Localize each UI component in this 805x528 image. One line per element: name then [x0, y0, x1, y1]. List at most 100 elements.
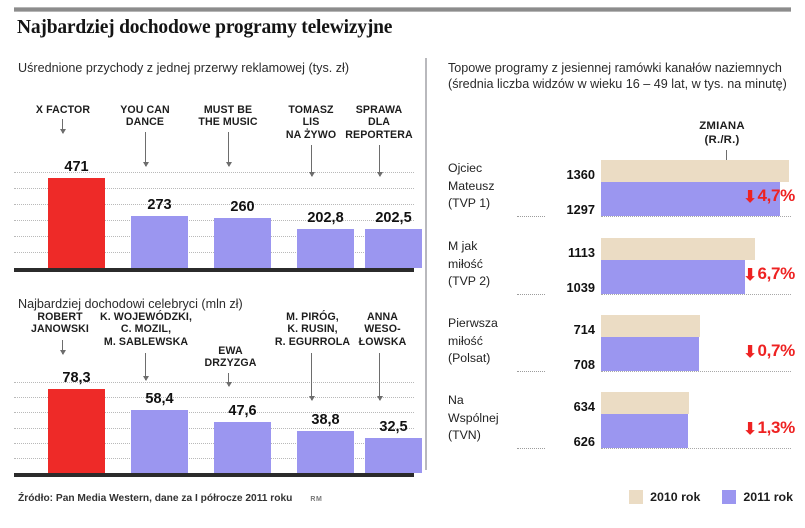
change-percent: 0,7%	[757, 341, 795, 360]
legend: 2010 rok 2011 rok	[629, 490, 793, 504]
chart-ad-break-revenue: 471 273 260 202,8 202,5	[14, 159, 422, 272]
program-name-line: Ojciec	[448, 161, 483, 175]
program-name-line: Mateusz	[448, 178, 495, 193]
bar-label-line: K. WOJEWÓDZKI,	[99, 311, 193, 323]
program-name-line: M jak	[448, 239, 478, 253]
name-value-connector	[517, 216, 545, 217]
bar-label-revenue-3: TOMASZ LIS NA ŻYWO	[256, 104, 366, 141]
bar-label-celebrity-4: ANNA WESO- ŁOWSKA	[330, 311, 435, 348]
bar-label-line: NA ŻYWO	[285, 128, 337, 141]
tv-program-row: Na Wspólnej (TVN) 634 626 ⬇1,3%	[425, 392, 805, 470]
bar-value-celebrity-1: 58,4	[145, 391, 174, 407]
chart1-subtitle: Uśrednione przychody z jednej przerwy re…	[18, 61, 350, 75]
bar-label-line: JANOWSKI	[31, 323, 89, 336]
chart2-subtitle: Najbardziej dochodowi celebryci (mln zł)	[18, 297, 243, 311]
tv-program-row: Pierwsza miłość (Polsat) 714 708 ⬇0,7%	[425, 315, 805, 393]
bar-2010	[601, 392, 689, 414]
legend-label-2011: 2011 rok	[743, 490, 793, 504]
arrow-down-icon: ⬇	[743, 421, 757, 438]
gridline	[14, 204, 414, 205]
bar-label-celebrity-3: M. PIRÓG, K. RUSIN, R. EGURROLA	[250, 311, 375, 348]
bar-label-celebrity-0: ROBERT JANOWSKI	[5, 311, 115, 336]
bar-label-line: M. SABLEWSKA	[103, 335, 189, 348]
bar-value-revenue-4: 202,5	[375, 210, 412, 226]
leader-line-revenue-4	[376, 145, 383, 177]
bar-label-line: TOMASZ	[288, 104, 334, 116]
program-name-line: miłość	[448, 256, 483, 271]
leader-line-celebrity-4	[376, 353, 383, 401]
program-name-line: (TVP 2)	[448, 274, 491, 288]
bar-label-celebrity-2: EWA DRZYZGA	[178, 345, 283, 370]
legend-swatch-2011-icon	[722, 490, 737, 504]
bar-value-revenue-2: 260	[230, 199, 255, 215]
program-name-line: (TVP 1)	[448, 196, 491, 210]
value-2010: 634	[573, 399, 595, 414]
leader-line-revenue-3	[308, 145, 315, 177]
bar-label-revenue-1: YOU CAN DANCE	[90, 104, 200, 129]
change-percent: 1,3%	[757, 418, 795, 437]
row-baseline	[601, 216, 791, 217]
right-panel: Topowe programy z jesiennej ramówki kana…	[425, 0, 805, 528]
name-value-connector	[517, 371, 545, 372]
bar-value-celebrity-2: 47,6	[228, 403, 257, 419]
value-2010: 1360	[566, 167, 595, 182]
row-baseline	[601, 371, 791, 372]
change-value: ⬇1,3%	[743, 418, 795, 438]
legend-label-2010: 2010 rok	[650, 490, 701, 504]
bar-2011	[601, 337, 699, 371]
bar-revenue-2	[214, 218, 271, 268]
legend-item-2010: 2010 rok	[629, 490, 700, 504]
gridline	[14, 382, 414, 383]
bar-label-revenue-2: MUST BE THE MUSIC	[173, 104, 283, 129]
page-title: Najbardziej dochodowe programy telewizyj…	[17, 17, 393, 38]
arrow-down-icon: ⬇	[743, 267, 757, 284]
row-baseline	[601, 294, 791, 295]
bar-celebrity-0	[48, 389, 105, 473]
bar-value-celebrity-0: 78,3	[62, 370, 91, 386]
legend-swatch-2010-icon	[629, 490, 644, 504]
change-column-header: ZMIANA (R./R.)	[657, 120, 787, 147]
bar-2010	[601, 238, 755, 260]
left-panel: Uśrednione przychody z jednej przerwy re…	[5, 61, 422, 477]
bar-revenue-4	[365, 229, 422, 268]
tv-program-row: Ojciec Mateusz (TVP 1) 1360 1297 ⬇4,7%	[425, 160, 805, 238]
program-name-line: miłość	[448, 333, 483, 348]
program-name-line: (TVN)	[448, 428, 481, 442]
gridline	[14, 172, 414, 173]
bar-label-line: THE MUSIC	[198, 116, 258, 129]
bar-label-line: DANCE	[125, 116, 165, 129]
program-name-line: Wspólnej	[448, 410, 499, 425]
bar-label-line: REPORTERA	[345, 128, 413, 141]
bar-label-line: LIS	[302, 116, 320, 129]
bar-label-line: ROBERT	[37, 311, 83, 323]
bar-revenue-3	[297, 229, 354, 268]
axis-baseline	[14, 268, 414, 272]
name-value-connector	[517, 448, 545, 449]
change-header-line1: ZMIANA	[699, 120, 745, 132]
bar-label-line: X FACTOR	[35, 104, 91, 116]
bar-label-line: SPRAWA	[355, 104, 403, 116]
author-credit: RM	[310, 496, 323, 503]
change-percent: 4,7%	[757, 186, 795, 205]
bar-value-revenue-3: 202,8	[307, 210, 344, 226]
bar-label-line: ŁOWSKA	[358, 335, 407, 348]
bar-label-revenue-0: X FACTOR	[8, 104, 118, 116]
bar-label-revenue-4: SPRAWA DLA REPORTERA	[324, 104, 434, 141]
program-name-line: (Polsat)	[448, 351, 491, 365]
gridline	[14, 412, 414, 414]
value-2010: 714	[573, 322, 595, 337]
panel-divider	[425, 58, 427, 470]
arrow-down-icon: ⬇	[743, 344, 757, 361]
bar-label-line: C. MOZIL,	[120, 323, 172, 336]
leader-line-revenue-2	[225, 132, 232, 167]
program-name: Na Wspólnej (TVN)	[448, 392, 520, 445]
axis-baseline	[14, 473, 414, 477]
leader-line-celebrity-3	[308, 353, 315, 401]
bar-revenue-0	[48, 178, 105, 268]
change-value: ⬇0,7%	[743, 341, 795, 361]
bar-label-line: MUST BE	[203, 104, 253, 116]
row-baseline	[601, 448, 791, 449]
bar-value-celebrity-4: 32,5	[379, 419, 408, 435]
bar-revenue-1	[131, 216, 188, 268]
